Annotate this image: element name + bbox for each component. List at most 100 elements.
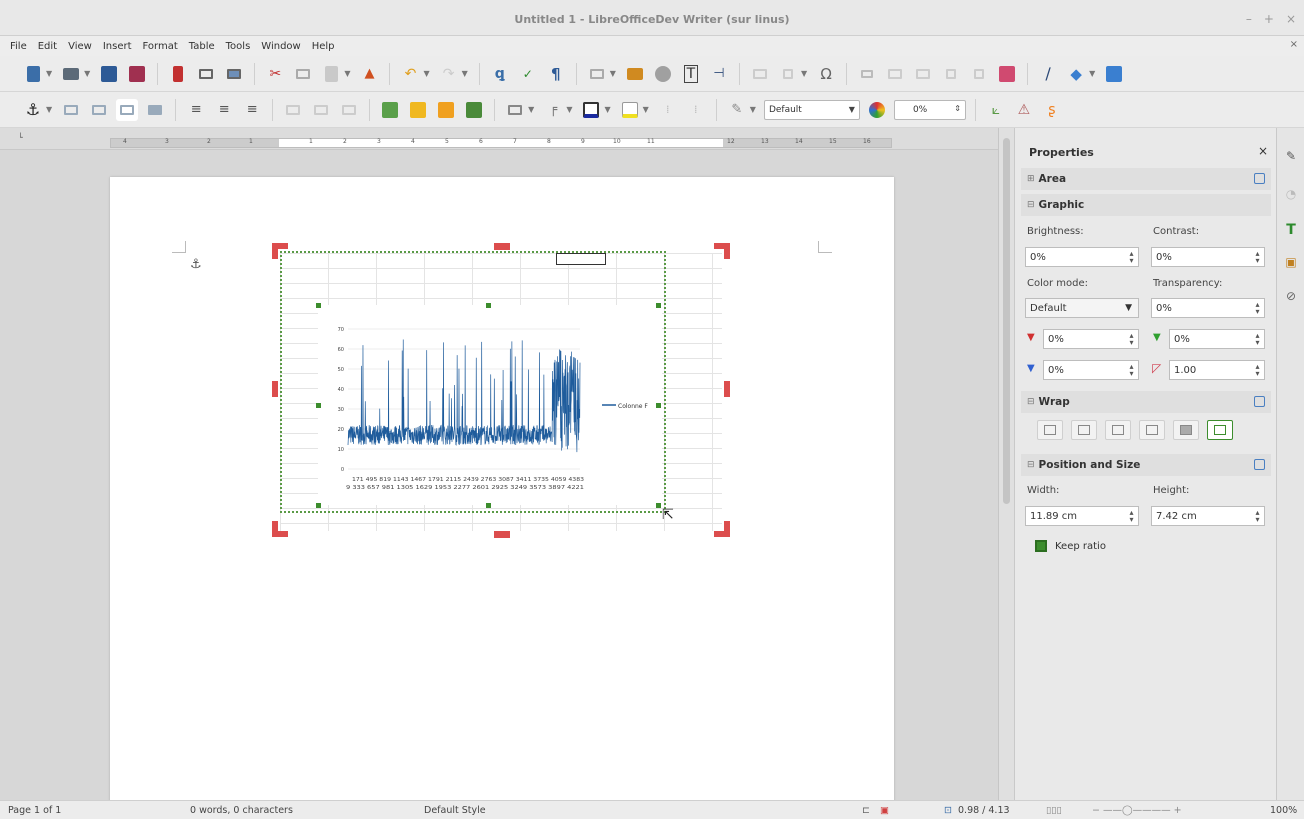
frame-handle[interactable] <box>272 521 278 537</box>
horizontal-ruler[interactable]: └ 4 3 2 1 1 2 3 4 5 6 7 8 9 10 11 12 13 … <box>0 128 998 150</box>
sidebar-close-button[interactable]: × <box>1257 144 1268 158</box>
print-button[interactable] <box>195 63 217 85</box>
align-right-button[interactable]: ≡ <box>241 99 263 121</box>
more-options-button[interactable] <box>1254 173 1265 184</box>
table-dropdown-arrow[interactable]: ▼ <box>609 69 616 78</box>
more-options-button[interactable] <box>1254 396 1265 407</box>
close-document-button[interactable]: × <box>1289 39 1298 50</box>
section-area[interactable]: ⊞ Area <box>1021 168 1271 190</box>
wrap-none-button[interactable] <box>1037 420 1063 440</box>
new-document-button[interactable] <box>22 63 44 85</box>
styles-deck-icon[interactable]: ◔ <box>1285 187 1297 201</box>
open-dropdown-arrow[interactable]: ▼ <box>84 69 91 78</box>
gamma-field[interactable]: 1.00 ▴ ▾ <box>1169 360 1265 380</box>
paste-dropdown-arrow[interactable]: ▼ <box>344 69 351 78</box>
rotate-button[interactable]: ʂ <box>1041 99 1063 121</box>
frame-handle[interactable] <box>272 243 288 249</box>
hyperlink-button[interactable] <box>856 63 878 85</box>
filter-dropdown-arrow[interactable]: ▼ <box>749 105 756 114</box>
gallery-icon[interactable]: ▣ <box>1285 255 1297 269</box>
anchor-button[interactable]: ⚓ <box>22 99 44 121</box>
background-color-button[interactable] <box>619 99 641 121</box>
filter-button[interactable]: ✎ <box>726 99 748 121</box>
align-left-button[interactable]: ≡ <box>185 99 207 121</box>
vertical-scrollbar[interactable] <box>998 128 1014 800</box>
formatting-marks-button[interactable]: ¶ <box>545 63 567 85</box>
frame-handle[interactable] <box>724 521 730 537</box>
comment-button[interactable] <box>996 63 1018 85</box>
resize-handle[interactable] <box>656 403 661 408</box>
flip-button[interactable]: ⚠ <box>1013 99 1035 121</box>
tab-stop-icon[interactable]: └ <box>18 133 23 142</box>
signature-icon[interactable]: ▣ <box>880 805 889 816</box>
redo-button[interactable]: ↷ <box>438 63 460 85</box>
properties-deck-icon[interactable]: ✎ <box>1285 149 1297 163</box>
scrollbar-thumb[interactable] <box>1003 138 1010 504</box>
frame-handle[interactable] <box>494 243 510 250</box>
more-options-button[interactable] <box>1254 459 1265 470</box>
anchor-icon[interactable]: ⚓ <box>190 257 202 272</box>
frame-properties-button[interactable]: ⁞ <box>657 99 679 121</box>
border-color-dropdown-arrow[interactable]: ▼ <box>604 105 611 114</box>
section-wrap[interactable]: ⊟ Wrap <box>1021 391 1271 413</box>
align-middle-button[interactable] <box>310 99 332 121</box>
maximize-button[interactable]: + <box>1263 12 1274 26</box>
border-style-dropdown-arrow[interactable]: ▼ <box>566 105 573 114</box>
menu-help[interactable]: Help <box>311 40 335 52</box>
frame-handle[interactable] <box>494 531 510 538</box>
color-mode-select[interactable]: Default ▼ <box>1025 298 1139 318</box>
frame-handle[interactable] <box>272 381 278 397</box>
align-top-button[interactable] <box>282 99 304 121</box>
bring-to-front-button[interactable] <box>379 99 401 121</box>
cut-button[interactable]: ✂ <box>264 63 286 85</box>
align-bottom-button[interactable] <box>338 99 360 121</box>
menu-window[interactable]: Window <box>261 40 301 52</box>
wrap-parallel-button[interactable] <box>1071 420 1097 440</box>
spin-arrows-icon[interactable]: ▴ ▾ <box>1255 300 1260 316</box>
extra-toolbar-button[interactable] <box>1103 63 1125 85</box>
copy-button[interactable] <box>292 63 314 85</box>
spin-arrows-icon[interactable]: ▴ ▾ <box>1255 331 1260 347</box>
wrap-right-button[interactable] <box>1139 420 1165 440</box>
minimize-button[interactable]: – <box>1245 12 1252 26</box>
keep-ratio-checkbox[interactable]: Keep ratio <box>1035 540 1106 552</box>
resize-handle[interactable] <box>656 503 661 508</box>
wrap-page-button[interactable] <box>88 99 110 121</box>
bring-forward-button[interactable] <box>435 99 457 121</box>
word-count[interactable]: 0 words, 0 characters <box>190 805 293 816</box>
green-field[interactable]: 0% ▴ ▾ <box>1169 329 1265 349</box>
wrap-optimal-button[interactable] <box>1207 420 1233 440</box>
bookmark-button[interactable] <box>940 63 962 85</box>
insert-table-button[interactable] <box>586 63 608 85</box>
anchor-dropdown-arrow[interactable]: ▼ <box>46 105 53 114</box>
view-layout-icon[interactable]: ▯▯▯ <box>1046 805 1062 816</box>
resize-handle[interactable] <box>486 303 491 308</box>
spin-arrows-icon[interactable]: ▴ ▾ <box>1129 362 1134 378</box>
redo-dropdown-arrow[interactable]: ▼ <box>461 69 468 78</box>
menu-tools[interactable]: Tools <box>225 40 251 52</box>
special-character-button[interactable]: Ω <box>815 63 837 85</box>
frame-handle[interactable] <box>724 381 730 397</box>
frame-handle[interactable] <box>272 243 278 259</box>
page-status[interactable]: Page 1 of 1 <box>8 805 62 816</box>
menu-view[interactable]: View <box>68 40 92 52</box>
spin-arrows-icon[interactable]: ▴ ▾ <box>1129 508 1134 524</box>
blue-field[interactable]: 0% ▴ ▾ <box>1043 360 1139 380</box>
border-color-button[interactable] <box>580 99 602 121</box>
insert-field-button[interactable]: ⊣ <box>708 63 730 85</box>
undo-dropdown-arrow[interactable]: ▼ <box>423 69 430 78</box>
wrap-through-button[interactable] <box>1173 420 1199 440</box>
border-style-button[interactable]: ╒ <box>542 99 564 121</box>
color-button[interactable] <box>866 99 888 121</box>
open-button[interactable] <box>60 63 82 85</box>
insert-text-box-button[interactable]: T <box>680 63 702 85</box>
clone-formatting-button[interactable]: ▲ <box>358 63 380 85</box>
red-field[interactable]: 0% ▴ ▾ <box>1043 329 1139 349</box>
properties-button[interactable]: ⁞ <box>685 99 707 121</box>
send-to-back-button[interactable] <box>407 99 429 121</box>
line-button[interactable]: ∕ <box>1037 63 1059 85</box>
spin-arrows-icon[interactable]: ▴ ▾ <box>1129 331 1134 347</box>
spin-arrows-icon[interactable]: ▴ ▾ <box>1129 249 1134 265</box>
menu-table[interactable]: Table <box>188 40 215 52</box>
wrap-off-button[interactable] <box>60 99 82 121</box>
